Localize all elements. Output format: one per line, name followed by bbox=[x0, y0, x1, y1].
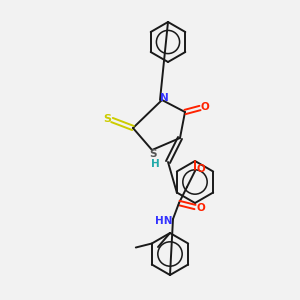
Text: N: N bbox=[160, 93, 168, 103]
Text: O: O bbox=[196, 203, 206, 213]
Text: H: H bbox=[151, 159, 159, 169]
Text: O: O bbox=[196, 164, 206, 174]
Text: S: S bbox=[149, 149, 157, 159]
Text: O: O bbox=[201, 102, 209, 112]
Text: S: S bbox=[103, 114, 111, 124]
Text: HN: HN bbox=[155, 216, 173, 226]
